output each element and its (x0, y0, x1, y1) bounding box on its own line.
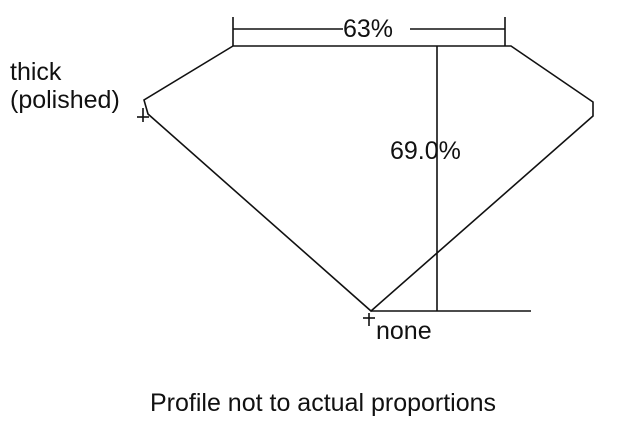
table-percentage-label: 63% (343, 15, 394, 43)
depth-percentage-label: 69.0% (390, 137, 461, 165)
caption: Profile not to actual proportions (150, 389, 497, 417)
diamond-outline (143, 45, 594, 313)
girdle-label-line1: thick (10, 58, 62, 86)
girdle-label-line2: (polished) (10, 86, 120, 114)
culet-label: none (376, 317, 432, 345)
